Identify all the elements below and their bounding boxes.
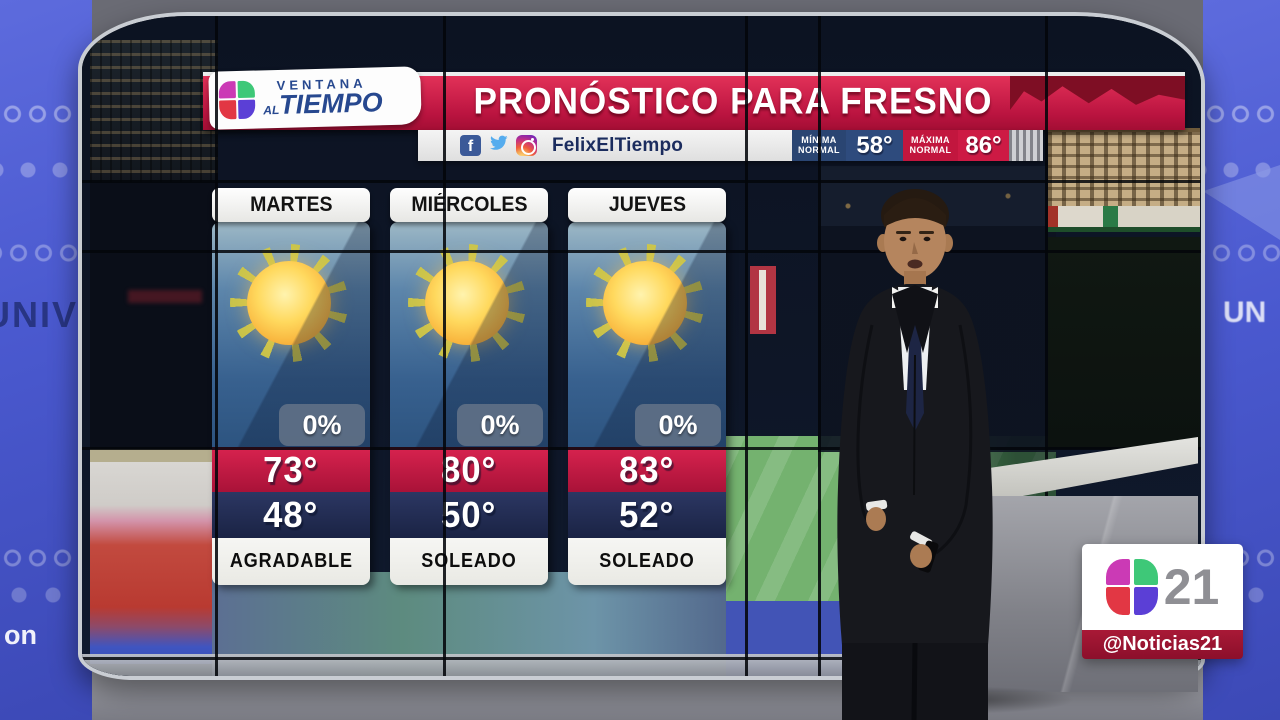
precip-chance: 0% [457, 404, 543, 446]
sun-icon [586, 244, 704, 362]
show-logo-al: AL [263, 102, 280, 118]
headline-title: PRONÓSTICO PARA FRESNO [473, 80, 993, 122]
social-bar: f FelixElTiempo [418, 130, 792, 161]
forecast-card-jueves: JUEVES 0% 83° 52° SOLEADO [568, 188, 726, 585]
minima-normal-label: MÍNIMA NORMAL [792, 130, 846, 161]
day-name: JUEVES [568, 188, 726, 222]
univision-logo-icon [218, 80, 256, 120]
day-name: MIÉRCOLES [390, 188, 548, 222]
background-text-fragment: on [4, 620, 37, 650]
station-handle-band: @Noticias21 [1082, 630, 1243, 659]
twitter-icon [488, 135, 509, 156]
precip-chance: 0% [635, 404, 721, 446]
backdrop-hotel [1048, 128, 1200, 206]
backdrop-plaza-left [90, 449, 218, 664]
low-temp: 48° [212, 492, 370, 538]
low-temp: 52° [568, 492, 726, 538]
weather-presenter [810, 175, 1020, 720]
strip-decoration [1009, 130, 1043, 161]
univision-logo-icon [1105, 559, 1158, 615]
low-temp: 50° [390, 492, 548, 538]
forecast-card-martes: MARTES 0% 73° 48° AGRADABLE [212, 188, 370, 585]
high-temp: 73° [212, 447, 370, 492]
sun-icon [408, 244, 526, 362]
studio-panel-left: UNIV on [0, 0, 92, 720]
precip-chance: 0% [279, 404, 365, 446]
instagram-icon [516, 135, 537, 156]
social-normals-strip: f FelixElTiempo MÍNIMA NORMAL 58° MÁXIMA… [418, 130, 1043, 161]
facebook-icon: f [460, 135, 481, 156]
show-logo-tiempo: TIEMPO [278, 87, 384, 120]
show-logo: VENTANA AL TIEMPO [208, 66, 422, 130]
high-temp: 80° [390, 447, 548, 492]
forecast-card-miercoles: MIÉRCOLES 0% 80° 50° SOLEADO [390, 188, 548, 585]
maxima-normal-value: 86° [958, 130, 1009, 161]
sun-icon [230, 244, 348, 362]
day-name: MARTES [212, 188, 370, 222]
station-bug: 21 @Noticias21 [1082, 544, 1243, 659]
backdrop-buildings-left [90, 40, 218, 182]
channel-number: 21 [1163, 559, 1220, 615]
condition-label: SOLEADO [568, 538, 726, 585]
minima-normal-value: 58° [846, 130, 903, 161]
station-handle: @Noticias21 [1102, 633, 1223, 655]
maxima-normal-label: MÁXIMA NORMAL [903, 130, 958, 161]
condition-label: AGRADABLE [212, 538, 370, 585]
background-text-fragment: UN [1223, 296, 1267, 329]
high-temp: 83° [568, 447, 726, 492]
social-handle: FelixElTiempo [552, 134, 684, 156]
background-text-fragment: UNIV [0, 294, 79, 335]
condition-label: SOLEADO [390, 538, 548, 585]
